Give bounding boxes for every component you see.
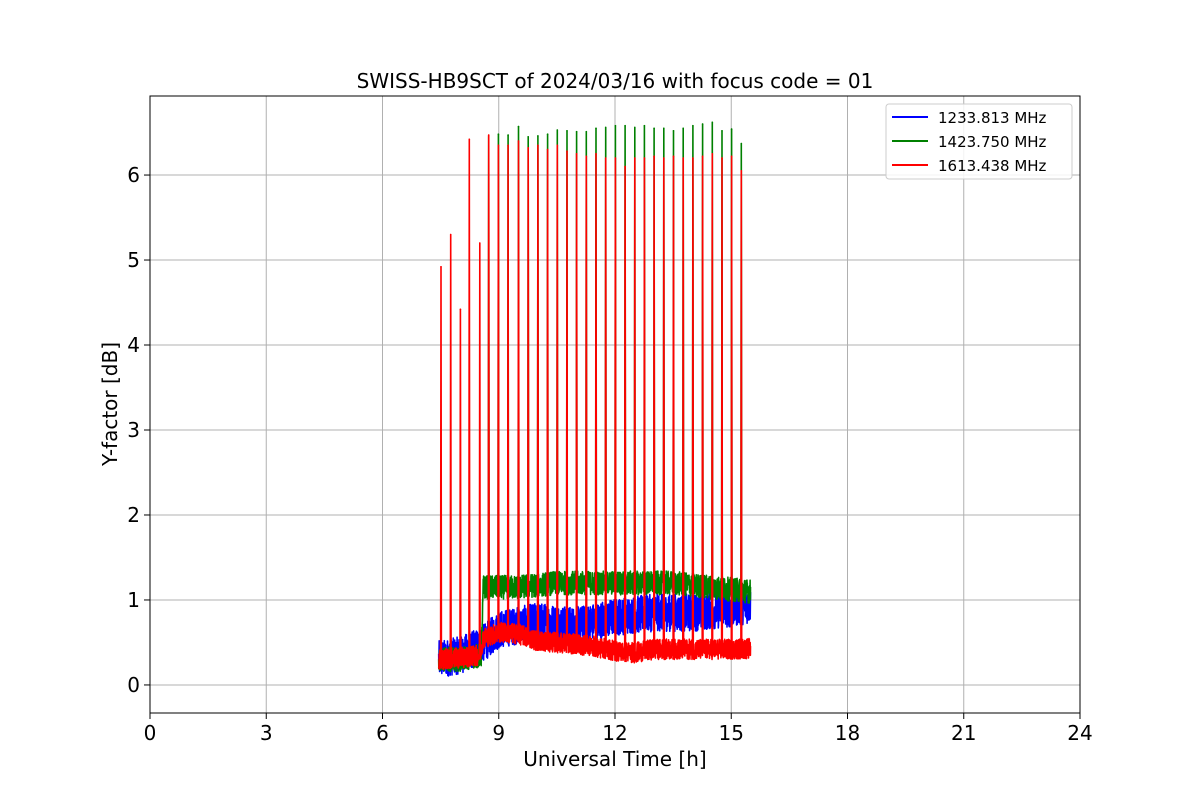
series-layer: [437, 121, 752, 677]
legend-label: 1423.750 MHz: [938, 133, 1047, 151]
y-tick-label: 1: [127, 588, 140, 612]
x-tick-label: 12: [602, 721, 627, 745]
spike-peak-point: [692, 157, 694, 159]
chart-title: SWISS-HB9SCT of 2024/03/16 with focus co…: [357, 69, 874, 93]
spike-peak-point: [507, 134, 509, 136]
spike-peak-point: [711, 121, 714, 124]
spike-peak-point: [730, 155, 733, 158]
legend-label: 1233.813 MHz: [938, 109, 1047, 127]
spike-peak-point: [517, 140, 520, 142]
legend: 1233.813 MHz 1423.750 MHz 1613.438 MHz: [885, 103, 1073, 180]
y-tick-label: 4: [127, 333, 140, 357]
spike-peak-point: [585, 130, 588, 133]
x-tick-label: 9: [492, 721, 505, 745]
spike-peak-point: [721, 130, 723, 132]
spike-peak-point: [682, 157, 684, 159]
y-tick-label: 6: [127, 163, 140, 187]
spike-peak-point: [595, 127, 597, 130]
y-tick-label: 5: [127, 248, 140, 272]
spike-peak-point: [614, 124, 617, 127]
spike-peak-point: [459, 308, 462, 311]
spike-peak-point: [497, 133, 500, 135]
spike-peak-point: [663, 127, 665, 130]
y-tick-label: 3: [127, 418, 140, 442]
spike-peak-point: [556, 129, 559, 131]
spike-peak-point: [468, 138, 471, 141]
y-tick-label: 0: [127, 673, 140, 697]
spike-peak-point: [614, 157, 617, 159]
spike-peak-point: [624, 124, 626, 127]
spike-peak-point: [575, 153, 578, 155]
spike-peak-point: [701, 123, 704, 125]
x-tick-label: 24: [1067, 721, 1092, 745]
spike-peak-point: [585, 155, 588, 158]
spike-peak-point: [672, 130, 675, 132]
legend-box: [885, 103, 1073, 180]
x-tick-label: 3: [260, 721, 273, 745]
spike-peak-point: [440, 266, 442, 268]
spike-peak-point: [537, 144, 539, 147]
spike-peak-point: [653, 155, 655, 158]
spike-peak-point: [546, 133, 549, 135]
spike-peak-point: [663, 157, 665, 159]
spike-peak-point: [537, 135, 539, 137]
spike-peak-point: [643, 157, 646, 159]
x-tick-label: 0: [144, 721, 157, 745]
spike-peak-point: [711, 153, 714, 155]
y-tick-label: 2: [127, 503, 140, 527]
spike-peak-point: [653, 127, 655, 130]
y-axis-label: Y-factor [dB]: [98, 342, 122, 467]
spike-peak-point: [497, 144, 500, 147]
spike-peak-point: [643, 124, 646, 127]
x-tick-label: 21: [951, 721, 976, 745]
spike-peak-point: [487, 134, 490, 136]
spike-peak-point: [730, 128, 733, 130]
spike-peak-point: [634, 157, 636, 159]
spike-peak-point: [527, 136, 529, 138]
spike-peak-point: [740, 142, 743, 145]
spike-peak-point: [701, 155, 704, 158]
spike-peak-point: [527, 147, 529, 149]
legend-label: 1613.438 MHz: [938, 157, 1047, 175]
x-axis-label: Universal Time [h]: [523, 747, 706, 771]
x-tick-label: 18: [835, 721, 860, 745]
spike-peak-point: [624, 165, 626, 168]
spike-peak-point: [566, 150, 568, 152]
spike-peak-point: [566, 130, 568, 132]
series-1613-438-mhz: [437, 134, 752, 670]
x-tick-label: 6: [376, 721, 389, 745]
spike-peak-point: [682, 127, 684, 130]
spike-peak-point: [721, 157, 723, 159]
spike-peak-point: [634, 126, 636, 129]
spike-peak-point: [604, 157, 607, 159]
spike-peak-point: [604, 126, 607, 129]
spike-peak-point: [479, 242, 481, 244]
spike-peak-point: [546, 148, 549, 151]
series-line: [437, 134, 752, 670]
spike-peak-point: [556, 144, 559, 147]
spike-peak-point: [692, 124, 694, 127]
spike-peak-point: [575, 130, 578, 133]
spike-peak-point: [740, 170, 743, 172]
x-tick-label: 15: [719, 721, 744, 745]
spike-peak-point: [595, 153, 597, 155]
spike-peak-point: [507, 144, 509, 147]
spike-peak-point: [517, 125, 520, 128]
spike-peak-point: [672, 155, 675, 158]
spike-peak-point: [449, 233, 452, 236]
